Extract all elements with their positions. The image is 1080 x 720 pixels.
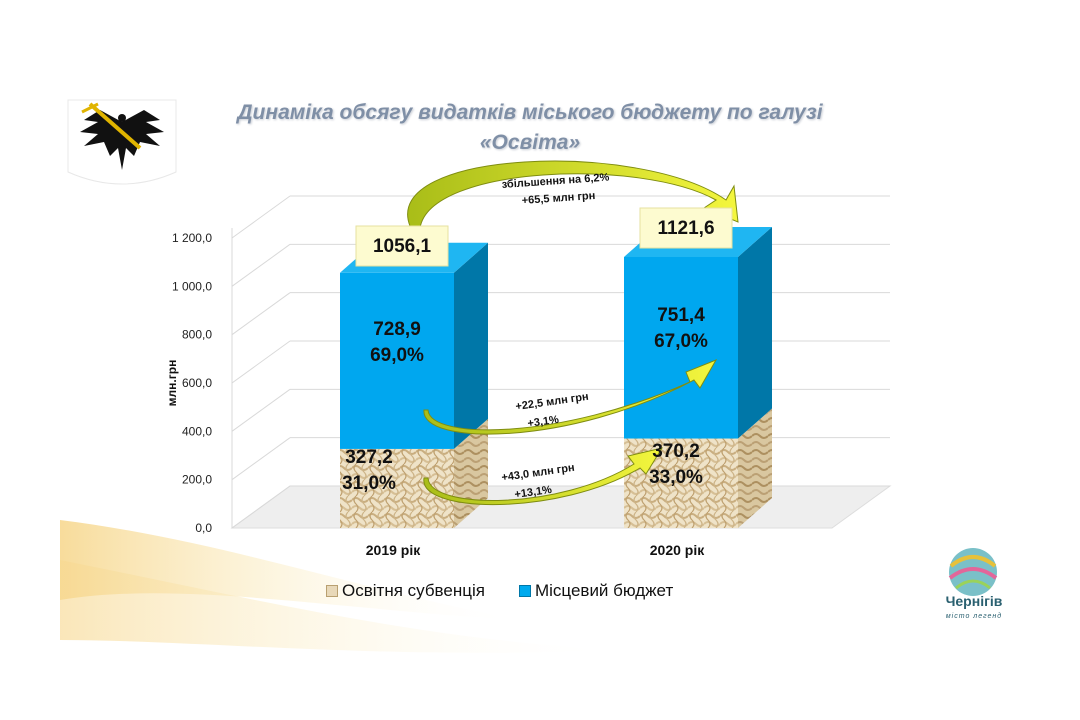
legend-item-subvention: Освітня субвенція [326, 581, 485, 601]
title-line-2: «Освіта» [479, 131, 581, 154]
logo-tagline: місто легенд [945, 613, 1003, 620]
legend: Освітня субвенція Місцевий бюджет [326, 581, 673, 601]
page-title: Динаміка обсягу видатків міського бюджет… [200, 98, 860, 158]
gridline-diagonal [231, 485, 291, 529]
local-budget-share-label: 67,0% [654, 331, 708, 352]
gridline-diagonal [231, 292, 291, 336]
y-axis-label: млн.грн [165, 360, 179, 407]
subvention-change-label: +13,1% [514, 484, 553, 501]
chernihiv-logo-icon [948, 548, 998, 596]
total-box-0 [355, 225, 449, 267]
legend-label-subvention: Освітня субвенція [342, 581, 485, 600]
y-tick-label: 200,0 [182, 473, 212, 487]
y-tick-label: 1 000,0 [172, 279, 212, 293]
local-change-label: +3,1% [527, 414, 560, 430]
background-swoosh-2 [60, 560, 620, 653]
total-box-1 [639, 207, 733, 249]
coat-of-arms-icon [67, 99, 177, 185]
gridline-diagonal [231, 388, 291, 432]
legend-swatch-subvention [326, 585, 338, 597]
gridline-diagonal [231, 340, 291, 384]
local-change-label: +22,5 млн грн [515, 391, 590, 413]
background-swoosh [60, 520, 520, 620]
gridline-diagonal [231, 195, 291, 239]
total-label: 1056,1 [373, 236, 432, 257]
subvention-value-label: 370,2 [652, 441, 700, 462]
local-budget-value-label: 751,4 [657, 305, 705, 326]
x-tick-label: 2020 рік [650, 542, 705, 558]
y-tick-label: 800,0 [182, 328, 212, 342]
subvention-change-label: +43,0 млн грн [501, 462, 576, 484]
x-tick-label: 2019 рік [366, 542, 421, 558]
y-tick-label: 600,0 [182, 376, 212, 390]
legend-label-local-budget: Місцевий бюджет [534, 581, 674, 600]
y-tick-label: 400,0 [182, 424, 212, 438]
local-budget-share-label: 69,0% [370, 345, 424, 366]
subvention-share-label: 31,0% [342, 473, 396, 494]
subvention-change-arrow [423, 447, 664, 506]
bar-local-budget-0 [340, 272, 454, 449]
gridline-diagonal [231, 437, 291, 481]
bar-local-budget-side-1 [738, 226, 772, 439]
legend-item-local-budget: Місцевий бюджет [518, 581, 674, 601]
title-line-1: Динаміка обсягу видатків міського бюджет… [237, 101, 823, 124]
y-tick-label: 1 200,0 [172, 231, 212, 245]
local-change-arrow [423, 359, 718, 435]
subvention-value-label: 327,2 [345, 447, 393, 468]
gridline-diagonal [231, 243, 291, 287]
total-change-label: +65,5 млн грн [521, 190, 595, 207]
local-budget-value-label: 728,9 [373, 319, 421, 340]
legend-swatch-local-budget [518, 585, 531, 597]
y-tick-label: 0,0 [195, 521, 212, 535]
bar-subvention-side-1 [738, 408, 772, 528]
logo-city-name: Чернігів [945, 593, 1003, 609]
total-label: 1121,6 [657, 218, 714, 239]
bar-local-budget-1 [624, 256, 738, 439]
bar-local-budget-side-0 [454, 242, 488, 449]
subvention-share-label: 33,0% [649, 467, 703, 488]
total-change-arrow [407, 160, 739, 229]
